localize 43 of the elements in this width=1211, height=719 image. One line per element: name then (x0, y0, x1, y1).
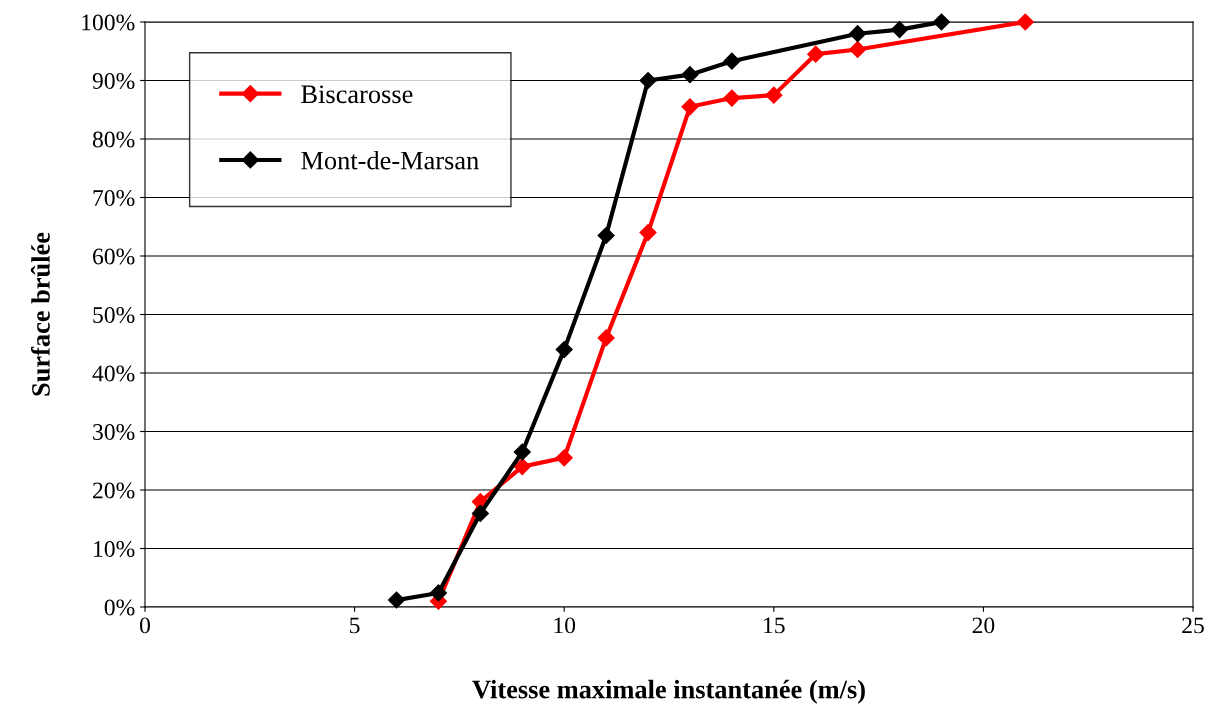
x-tick-label: 0 (140, 617, 150, 634)
point (513, 443, 531, 461)
point (932, 13, 951, 31)
y-axis-title: Surface brûlée (30, 232, 50, 396)
point (429, 584, 447, 602)
point (555, 341, 573, 359)
point (723, 52, 741, 70)
point (1016, 13, 1034, 31)
x-tick-label: 15 (764, 617, 785, 634)
y-tick-label: 30% (93, 423, 135, 440)
point (513, 458, 531, 476)
y-tick-label: 20% (93, 482, 135, 499)
point (471, 504, 489, 522)
y-tick-label: 80% (92, 131, 135, 148)
legend-label: Biscarosse (301, 85, 413, 104)
y-tick-label: 10% (94, 540, 135, 557)
point (597, 329, 615, 347)
y-tick-label: 40% (92, 365, 135, 382)
y-tick-label: 50% (93, 306, 135, 323)
legend-label: Mont-de-Marsan (301, 150, 479, 170)
y-tick-label: 70% (93, 189, 135, 206)
point (597, 226, 615, 245)
x-axis-title: Vitesse maximale instantanée (m/s) (472, 679, 865, 704)
y-tick-label: 60% (93, 248, 135, 265)
point (639, 71, 657, 90)
point (849, 25, 867, 43)
x-tick-label: 25 (1182, 617, 1204, 634)
x-tick-label: 20 (972, 617, 995, 634)
point (765, 86, 783, 104)
point (807, 45, 825, 63)
point (387, 591, 406, 609)
y-tick-label: 100% (82, 14, 135, 31)
point (555, 449, 573, 467)
y-tick-label: 0% (104, 599, 135, 616)
y-tick-label: 90% (92, 72, 135, 89)
point (891, 21, 909, 39)
point (681, 98, 699, 116)
x-tick-label: 10 (554, 617, 576, 634)
x-tick-label: 5 (350, 617, 360, 634)
point (681, 66, 699, 84)
point (849, 40, 867, 59)
point (639, 224, 657, 242)
point (723, 89, 741, 107)
